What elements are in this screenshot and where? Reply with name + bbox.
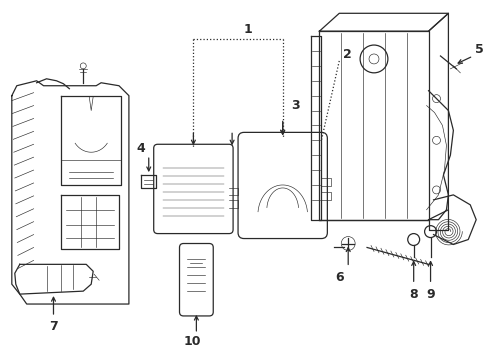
Text: 8: 8 [409,288,418,301]
Text: 2: 2 [343,49,352,62]
Text: 10: 10 [184,335,201,348]
Text: 1: 1 [244,23,252,36]
Text: 9: 9 [426,288,435,301]
Text: 6: 6 [335,271,343,284]
Text: 4: 4 [136,142,145,155]
Text: 5: 5 [475,42,484,55]
Text: 3: 3 [291,99,300,112]
Text: 7: 7 [49,320,58,333]
